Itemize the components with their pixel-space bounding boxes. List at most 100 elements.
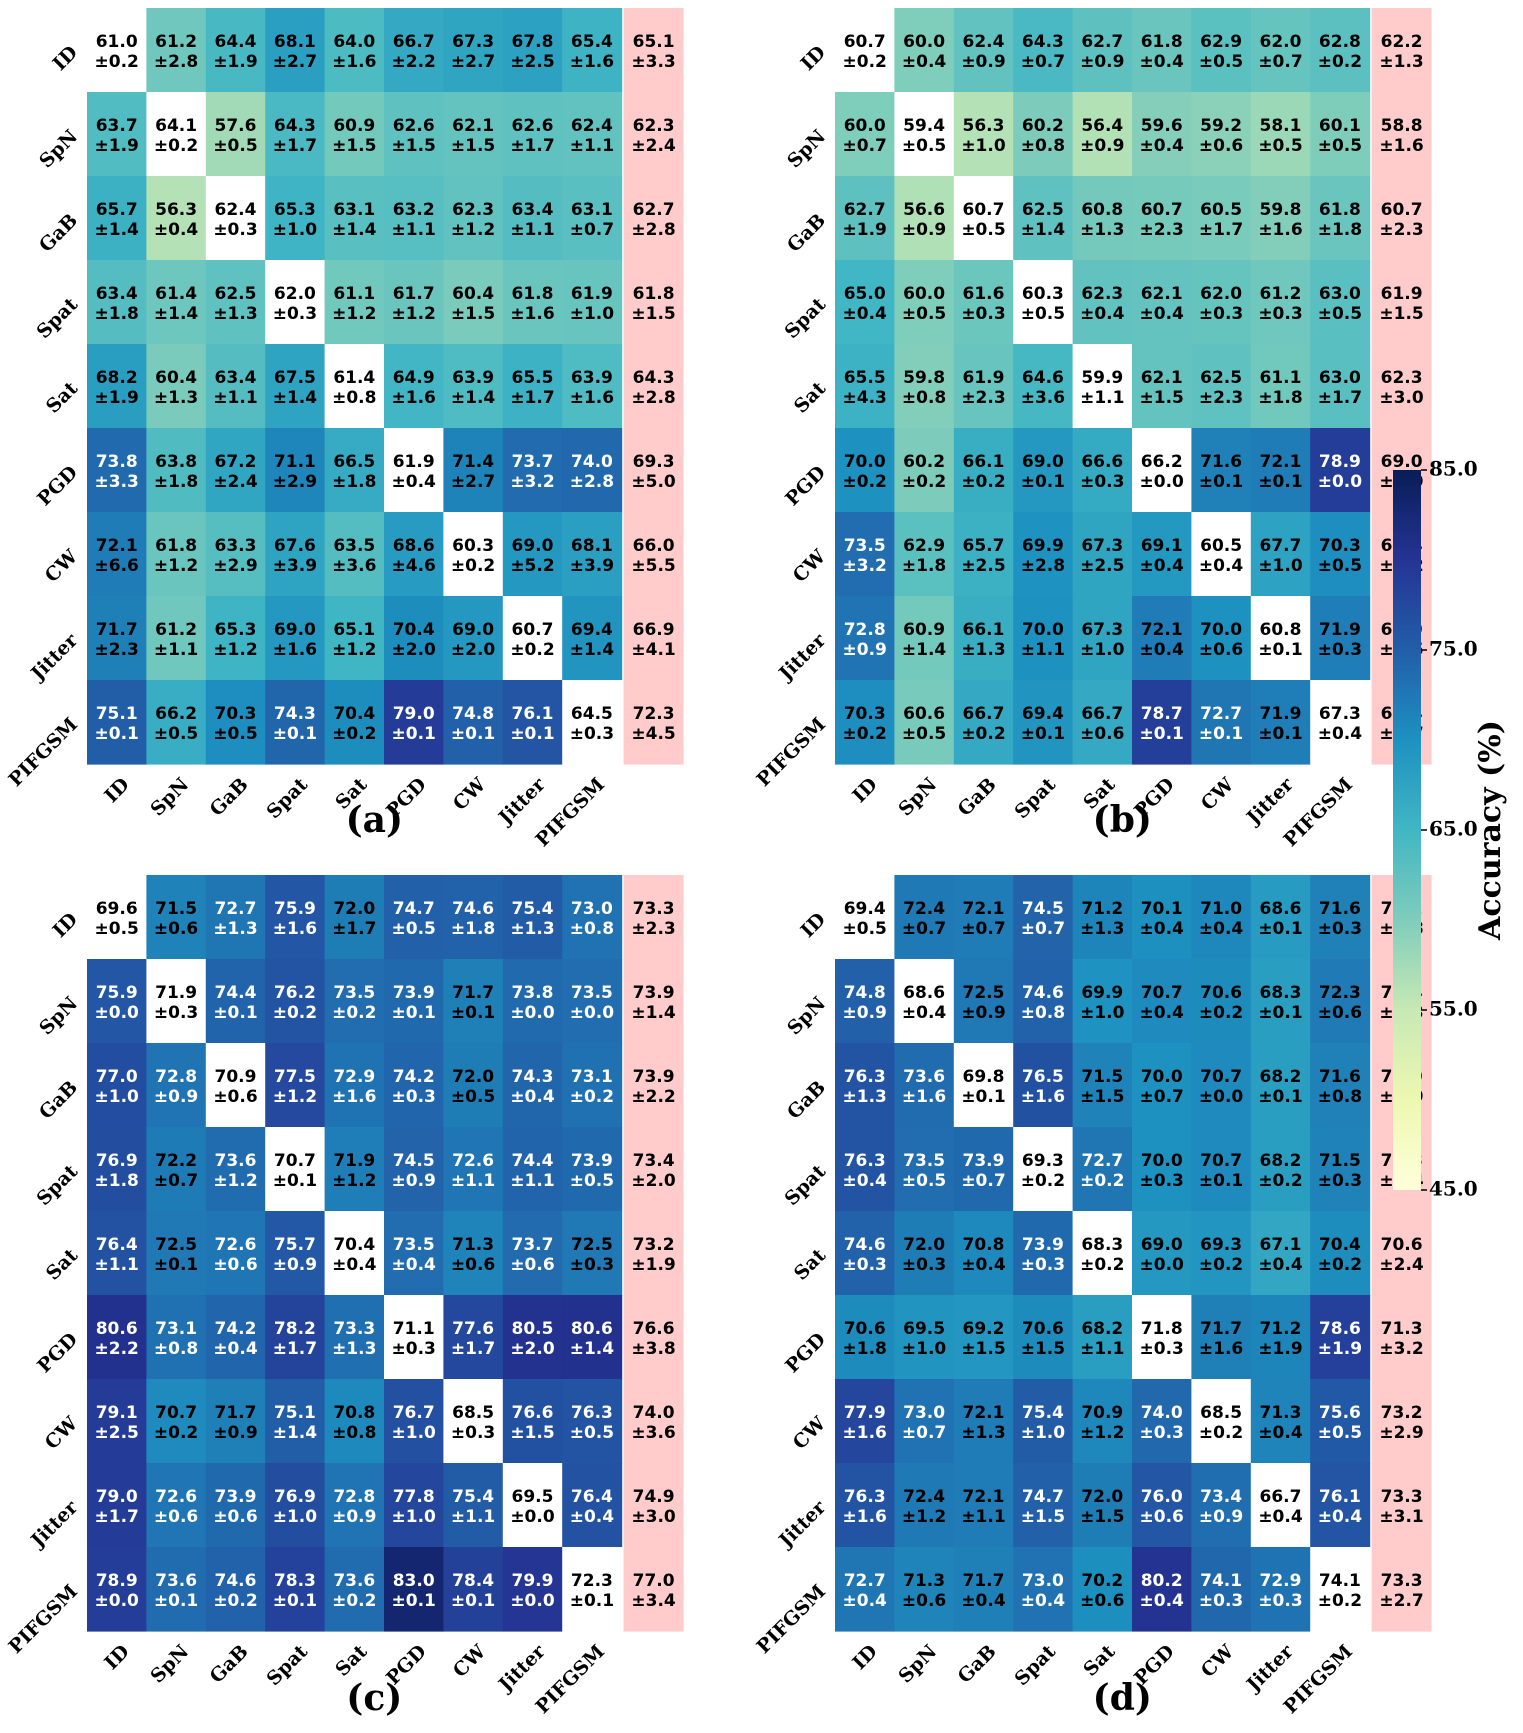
cell-std: ±1.1 <box>961 1507 1005 1527</box>
cell-std: ±0.4 <box>1140 52 1185 72</box>
heatmap-cell <box>953 428 1014 513</box>
cell-std: ±0.3 <box>392 1087 436 1107</box>
heatmap-cell <box>502 344 563 429</box>
cell-std: ±0.8 <box>570 919 614 939</box>
cell-std: ±1.6 <box>843 1423 887 1443</box>
heatmap-cell <box>146 596 207 681</box>
cell-value: 69.5 <box>903 1319 945 1339</box>
cell-value: 64.6 <box>1022 368 1064 388</box>
cell-value: 68.1 <box>274 32 316 52</box>
cell-std: ±3.2 <box>510 472 554 492</box>
cell-value: 66.1 <box>963 620 1005 640</box>
heatmap-cell <box>1072 512 1133 597</box>
cell-std: ±0.4 <box>1140 640 1185 660</box>
heatmap-cell <box>1310 1295 1371 1380</box>
cell-std: ±0.1 <box>1258 1003 1302 1023</box>
heatmap-cell <box>502 260 563 345</box>
cell-value: 76.2 <box>274 983 316 1003</box>
panel-label: (b) <box>1093 799 1152 841</box>
mean-value: 65.1 <box>633 32 675 52</box>
mean-value: 73.3 <box>633 899 675 919</box>
heatmap-cell <box>1013 260 1074 345</box>
heatmap-cell <box>1310 8 1371 93</box>
cell-std: ±0.5 <box>961 220 1005 240</box>
cell-value: 64.0 <box>333 32 375 52</box>
cell-value: 75.1 <box>274 1403 316 1423</box>
heatmap-cell <box>835 680 895 765</box>
cell-std: ±0.3 <box>961 304 1005 324</box>
cell-value: 62.0 <box>274 284 316 304</box>
cell-std: ±1.6 <box>902 1087 946 1107</box>
cell-value: 60.4 <box>155 368 197 388</box>
cell-std: ±0.4 <box>1318 1507 1363 1527</box>
cell-std: ±1.0 <box>1021 1423 1066 1443</box>
cell-value: 71.5 <box>1319 1151 1361 1171</box>
cell-value: 57.6 <box>215 116 257 136</box>
cell-value: 70.4 <box>1319 1235 1361 1255</box>
cell-std: ±0.4 <box>843 1171 888 1191</box>
heatmap-cell <box>1310 260 1371 345</box>
cell-std: ±0.6 <box>1140 1507 1184 1527</box>
cell-std: ±1.0 <box>570 304 615 324</box>
cell-std: ±1.3 <box>843 1087 887 1107</box>
cell-value: 80.2 <box>1141 1571 1183 1591</box>
cell-std: ±0.3 <box>273 304 317 324</box>
heatmap-cell <box>87 8 147 93</box>
mean-cell <box>1371 344 1432 429</box>
heatmap-cell <box>205 875 266 960</box>
cell-std: ±0.3 <box>1258 304 1302 324</box>
heatmap-cell <box>324 1463 385 1548</box>
cell-std: ±0.2 <box>332 724 376 744</box>
cell-std: ±0.4 <box>1140 304 1185 324</box>
heatmap-cell <box>324 428 385 513</box>
colorbar-gradient <box>1393 470 1421 1190</box>
mean-value: 77.0 <box>633 1571 675 1591</box>
cell-std: ±0.3 <box>902 1255 946 1275</box>
heatmap-cell <box>894 176 955 261</box>
heatmap-cell <box>265 260 326 345</box>
heatmap-cell <box>384 680 444 765</box>
cell-value: 71.2 <box>1081 899 1123 919</box>
heatmap-cell <box>1310 512 1371 597</box>
cell-value: 62.9 <box>903 536 945 556</box>
mean-cell <box>623 176 684 261</box>
mean-cell <box>623 1295 684 1380</box>
cell-value: 65.7 <box>96 200 138 220</box>
heatmap-cell <box>87 428 147 513</box>
cell-std: ±0.2 <box>154 136 198 156</box>
cell-std: ±1.7 <box>1199 220 1243 240</box>
row-tick-label: Jitter <box>26 1496 83 1553</box>
cell-std: ±0.4 <box>213 1339 258 1359</box>
cell-std: ±1.5 <box>1080 1087 1124 1107</box>
cell-value: 69.6 <box>96 899 138 919</box>
heatmap-cell <box>894 1043 955 1128</box>
heatmap-cell <box>502 176 563 261</box>
heatmap-cell <box>324 680 385 765</box>
heatmap-cell <box>146 1295 207 1380</box>
col-tick-label: Spat <box>1010 773 1060 823</box>
mean-cell <box>1371 1463 1432 1548</box>
cell-value: 70.0 <box>1141 1067 1183 1087</box>
cell-std: ±0.1 <box>273 1171 317 1191</box>
cell-value: 76.1 <box>512 704 554 724</box>
heatmap-cell <box>894 1463 955 1548</box>
mean-cell <box>1371 1547 1432 1632</box>
cell-std: ±0.3 <box>154 1003 198 1023</box>
mean-value: 70.6 <box>1381 1235 1423 1255</box>
row-tick-label: Sat <box>790 1244 830 1284</box>
row-tick-label: CW <box>41 545 83 587</box>
cell-value: 70.0 <box>1141 1151 1183 1171</box>
cell-value: 62.1 <box>1141 284 1183 304</box>
cell-std: ±1.8 <box>332 472 376 492</box>
colorbar-tick-label: 85.0 <box>1429 457 1478 481</box>
heatmap-cell <box>205 959 266 1044</box>
heatmap-cell <box>443 1043 504 1128</box>
heatmap-cell <box>835 1379 895 1464</box>
cell-std: ±1.6 <box>570 52 614 72</box>
cell-std: ±1.2 <box>332 640 376 660</box>
cell-value: 80.6 <box>96 1319 138 1339</box>
cell-std: ±0.4 <box>1140 1003 1185 1023</box>
mean-value: 61.8 <box>633 284 675 304</box>
heatmap-cell <box>87 875 147 960</box>
cell-value: 72.1 <box>963 1487 1005 1507</box>
